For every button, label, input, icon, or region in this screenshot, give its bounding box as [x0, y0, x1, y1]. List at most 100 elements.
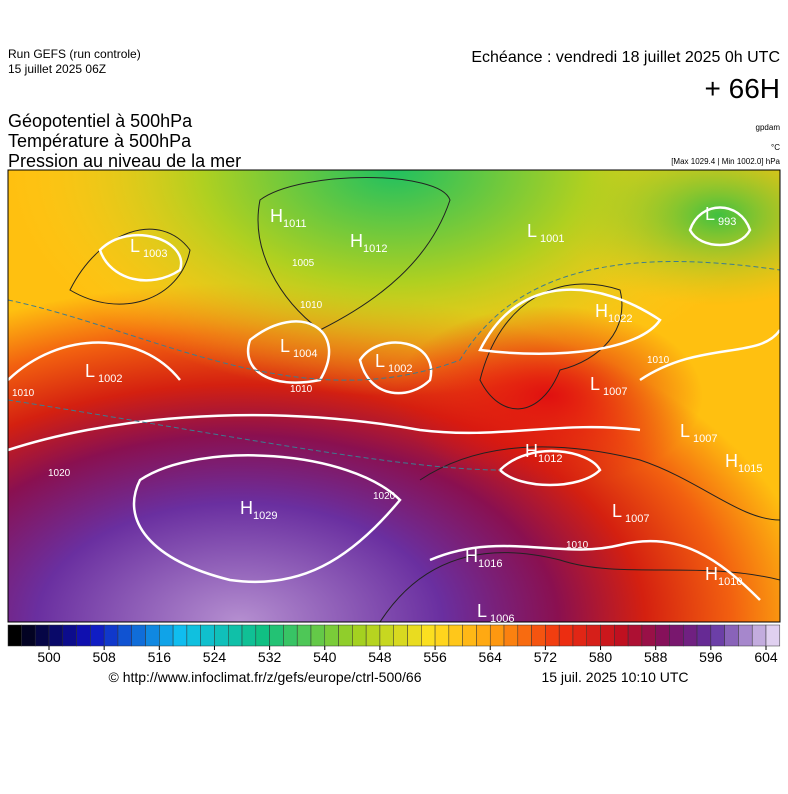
colorbar-swatch: [352, 624, 367, 647]
center-value: 1007: [693, 433, 717, 445]
colorbar-swatch: [103, 624, 119, 647]
colorbar-swatch: [724, 624, 739, 647]
colorbar-swatch: [145, 624, 160, 647]
colorbar-swatch: [434, 624, 450, 647]
colorbar-swatch: [90, 624, 105, 647]
center-value: 1003: [143, 248, 167, 260]
center-kind: L: [130, 236, 140, 256]
isobar-label: 1010: [566, 540, 589, 551]
colorbar-swatch: [503, 624, 519, 647]
run-name: Run GEFS (run controle): [8, 47, 141, 61]
center-kind: H: [725, 451, 738, 471]
colorbar-swatch: [558, 624, 574, 647]
lead-time: + 66H: [705, 73, 781, 104]
colorbar-swatch: [738, 624, 753, 647]
colorbar-swatch: [476, 624, 491, 647]
colorbar-swatch: [269, 624, 284, 647]
center-kind: H: [525, 441, 538, 461]
colorbar-swatch: [545, 624, 560, 647]
center-value: 1015: [738, 463, 762, 475]
source: © http://www.infoclimat.fr/z/gefs/europe…: [108, 669, 421, 685]
colorbar-swatch: [751, 624, 767, 647]
title: Pression au niveau de la mer: [8, 151, 241, 171]
center-kind: L: [375, 351, 385, 371]
colorbar-swatch: [531, 624, 546, 647]
center-kind: H: [705, 564, 718, 584]
center-value: 1002: [98, 373, 122, 385]
colorbar-swatch: [186, 624, 201, 647]
colorbar-swatch: [600, 624, 615, 647]
isobar-label: 1010: [300, 300, 323, 311]
colorbar-label: 572: [534, 649, 558, 665]
colorbar-swatch: [696, 624, 712, 647]
center-value: 1010: [718, 576, 742, 588]
colorbar-swatch: [462, 624, 477, 647]
colorbar-swatch: [255, 624, 270, 647]
colorbar-swatch: [200, 624, 215, 647]
center-kind: L: [477, 601, 487, 621]
colorbar-swatch: [21, 624, 36, 647]
colorbar-swatch: [586, 624, 601, 647]
center-kind: H: [465, 546, 478, 566]
title: Géopotentiel à 500hPa: [8, 111, 193, 131]
colorbar-swatch: [627, 624, 643, 647]
colorbar-swatch: [131, 624, 146, 647]
colorbar-swatch: [393, 624, 408, 647]
center-kind: L: [85, 361, 95, 381]
center-kind: H: [240, 498, 253, 518]
center-value: 1004: [293, 348, 317, 360]
colorbar-swatch: [214, 624, 229, 647]
colorbar-swatch: [241, 624, 257, 647]
center-kind: H: [270, 206, 283, 226]
colorbar-swatch: [572, 624, 588, 647]
isobar-label: 1020: [48, 468, 71, 479]
center-value: 1012: [363, 243, 387, 255]
map-frame: [7, 169, 781, 623]
colorbar-swatch: [683, 624, 698, 647]
colorbar-swatch: [669, 624, 684, 647]
colorbar-label: 556: [423, 649, 447, 665]
valid-time: Echéance : vendredi 18 juillet 2025 0h U…: [471, 49, 780, 66]
colorbar-swatch: [379, 624, 394, 647]
center-kind: H: [595, 301, 608, 321]
center-kind: L: [527, 221, 537, 241]
isobar-label: 1010: [647, 355, 670, 366]
colorbar-label: 516: [148, 649, 172, 665]
center-kind: L: [590, 374, 600, 394]
colorbar-swatch: [710, 624, 725, 647]
colorbar-label: 604: [754, 649, 778, 665]
colorbar-label: 548: [368, 649, 392, 665]
colorbar-swatch: [7, 624, 22, 647]
colorbar-swatch: [228, 624, 243, 647]
isobar-labels: 1005 1010 1010 1020 1020 1010 1010 1010: [12, 258, 670, 551]
isobar-label: 1005: [292, 258, 315, 269]
center-value: 1002: [388, 363, 412, 375]
center-value: 1011: [283, 218, 307, 230]
colorbar-swatch: [641, 624, 656, 647]
colorbar-swatch: [407, 624, 422, 647]
colorbar: 500 508 516 524 532 540 548 556 564 572 580 588 596 6…: [7, 624, 781, 665]
center-kind: L: [680, 421, 690, 441]
colorbar-swatch: [48, 624, 64, 647]
center-value: 1016: [478, 558, 502, 570]
center-value: 993: [718, 216, 736, 228]
colorbar-swatch: [34, 624, 50, 647]
center-value: 1012: [538, 453, 562, 465]
colorbar-swatch: [76, 624, 91, 647]
center-value: 1022: [608, 313, 632, 325]
unit: °C: [771, 143, 780, 152]
colorbar-swatch: [324, 624, 339, 647]
colorbar-swatch: [117, 624, 132, 647]
colorbar-swatch: [448, 624, 463, 647]
colorbar-swatch: [765, 624, 781, 647]
colorbar-label: 580: [589, 649, 613, 665]
colorbar-swatch: [614, 624, 629, 647]
center-value: 1007: [625, 513, 649, 525]
colorbar-label: 508: [92, 649, 116, 665]
colorbar-label: 596: [699, 649, 723, 665]
unit: [Max 1029.4 | Min 1002.0] hPa: [671, 157, 780, 166]
generated-time: 15 juil. 2025 10:10 UTC: [541, 669, 688, 685]
